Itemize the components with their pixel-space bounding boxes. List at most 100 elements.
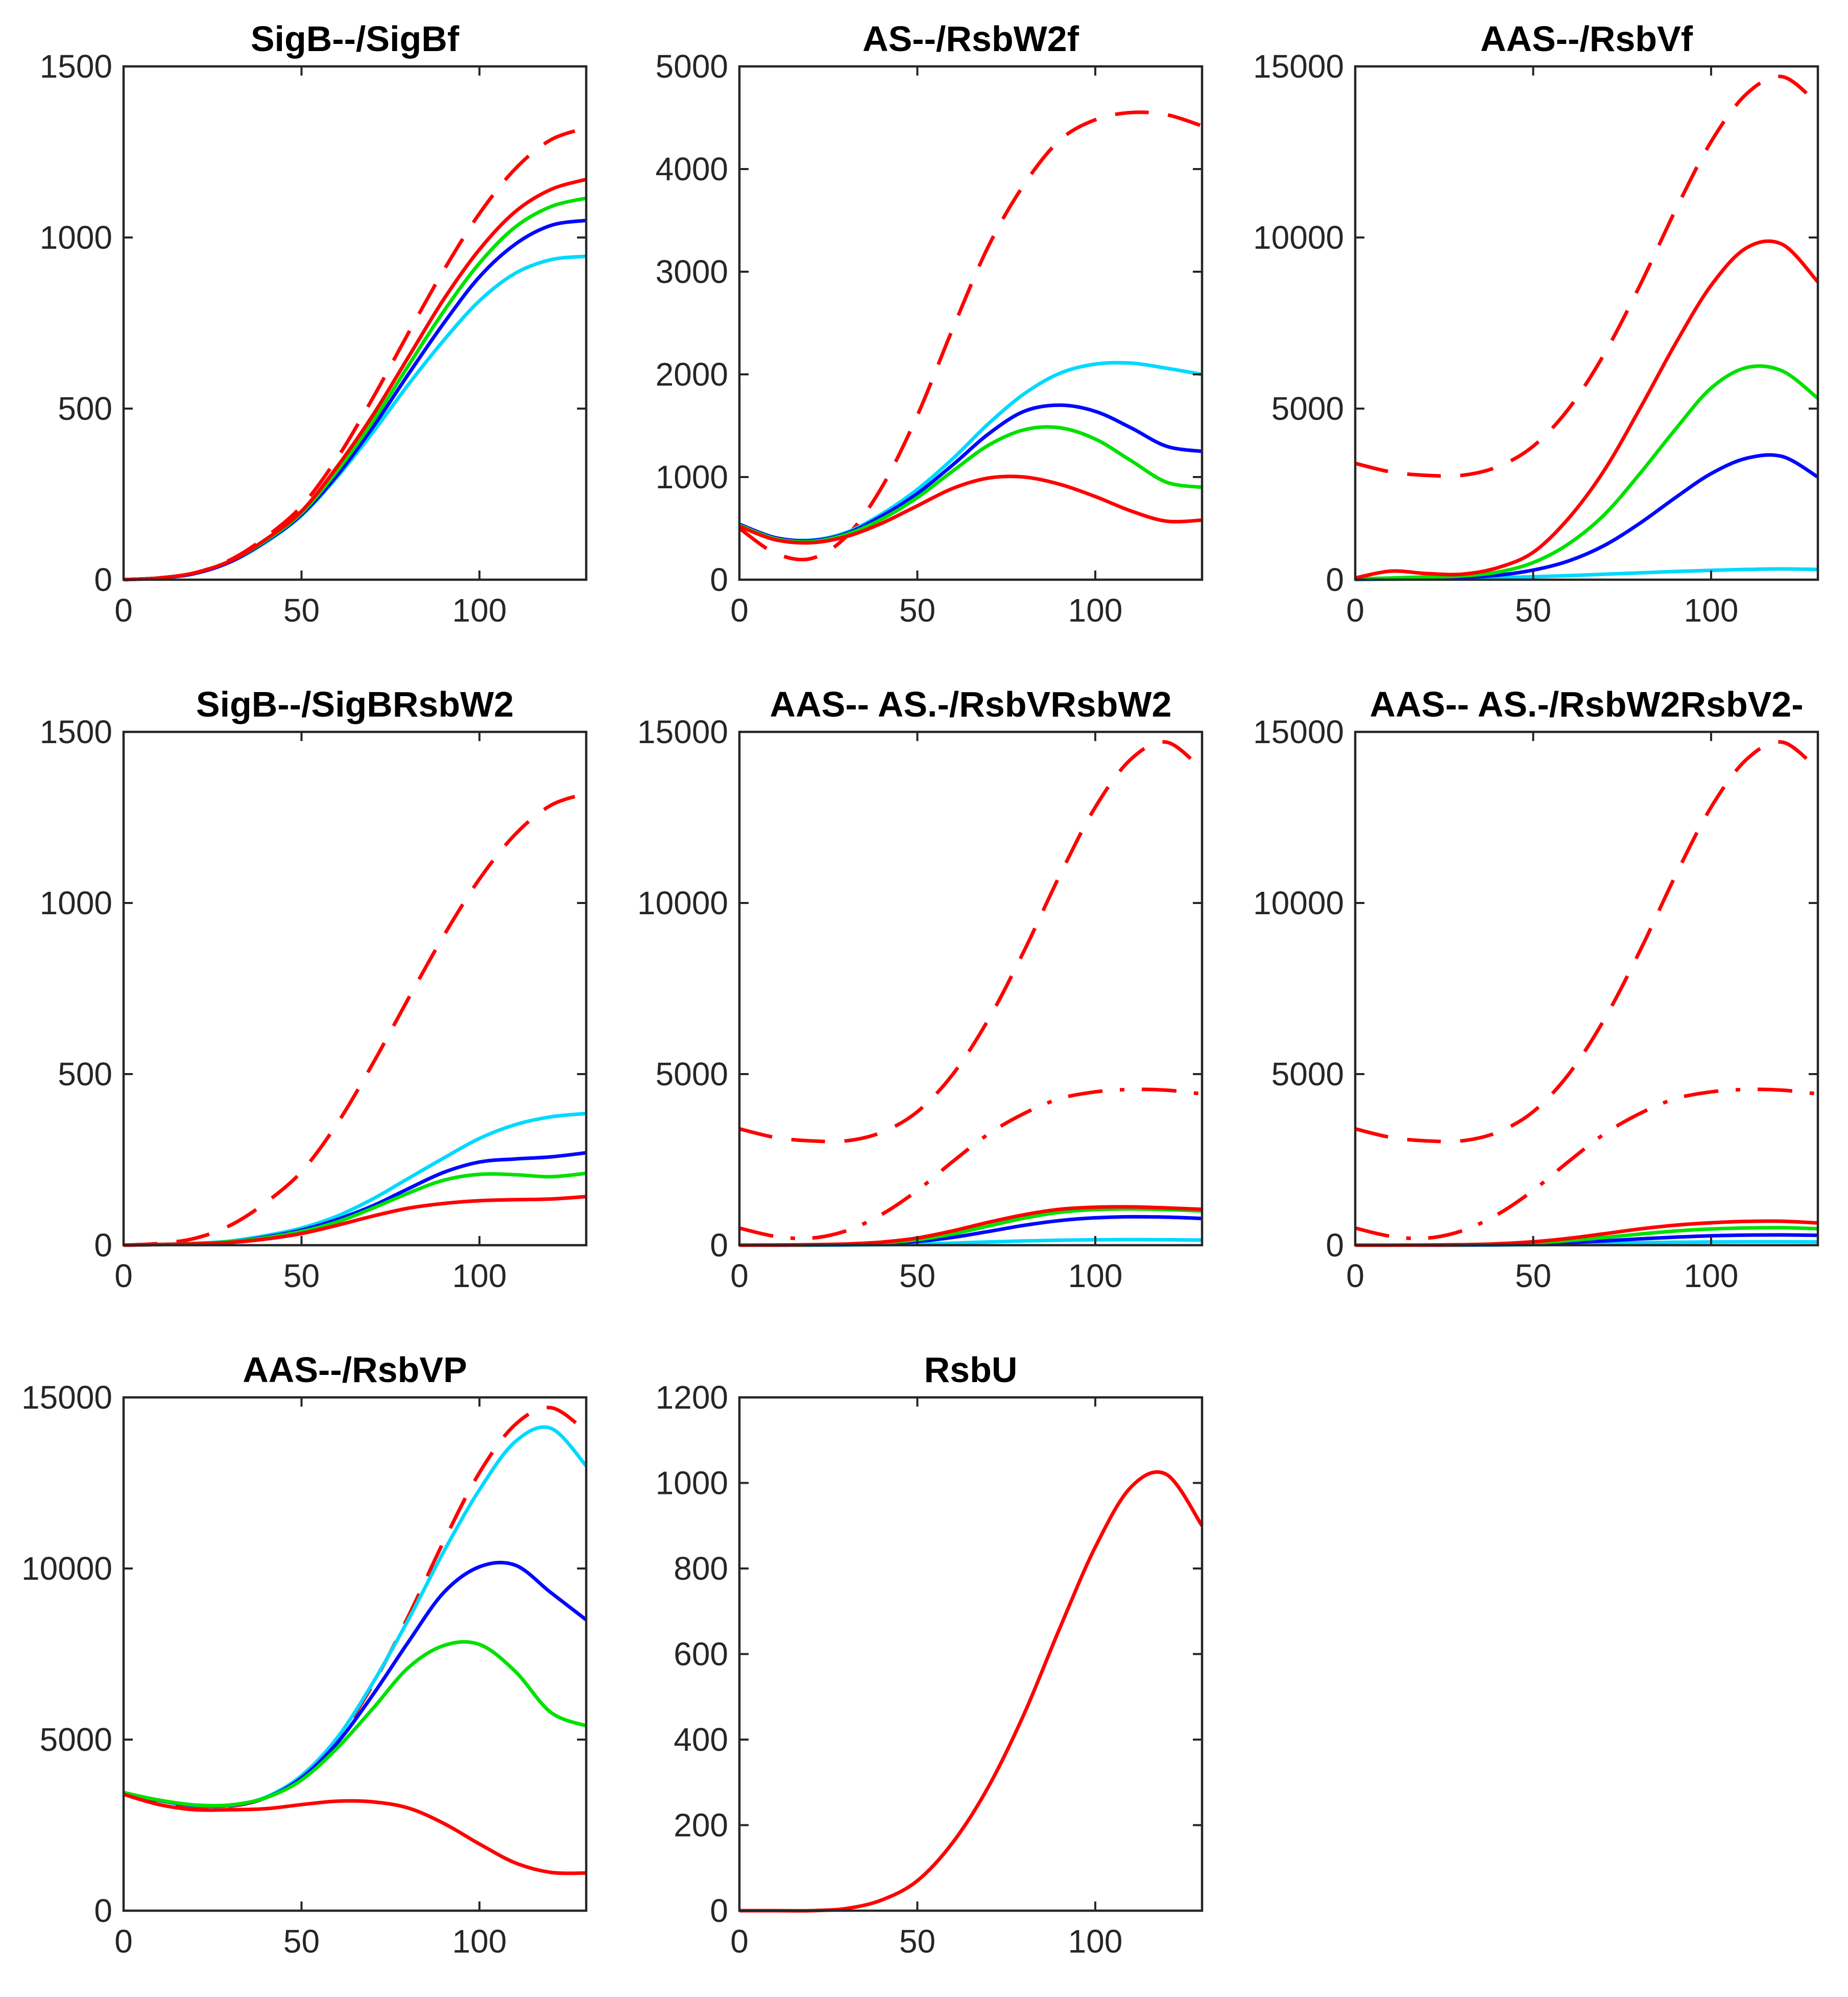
series-line-blue-solid <box>123 1560 588 1808</box>
chart-title: AAS--/RsbVf <box>1480 19 1693 59</box>
subplot-aas-as-rsbw2rsbv2: 0 50 100 0 5000 10000 15000 AAS-- AS.-/RsbW2Rsb… <box>1232 665 1847 1331</box>
x-tick-label: 0 <box>1346 1257 1364 1294</box>
chart-title: AS--/RsbW2f <box>862 19 1079 59</box>
subplot-aas-rsbvf: 0 50 100 0 5000 10000 15000 AAS--/RsbVf <box>1232 0 1847 665</box>
y-tick-label: 400 <box>674 1721 728 1758</box>
y-tick-label: 5000 <box>1271 1056 1344 1092</box>
x-tick-label: 100 <box>1068 1257 1123 1294</box>
y-tick-label: 10000 <box>1253 219 1344 256</box>
x-tick-label: 50 <box>1515 592 1551 629</box>
x-tick-label: 100 <box>452 1923 507 1960</box>
y-tick-label: 1000 <box>40 885 112 921</box>
series-line-blue-solid <box>738 403 1203 543</box>
series-line-cyan-solid <box>123 1111 587 1247</box>
series-line-red-dashed <box>123 792 587 1247</box>
series-line-green-solid <box>738 425 1203 544</box>
y-tick-label: 5000 <box>1271 390 1344 427</box>
x-tick-label: 50 <box>283 1923 320 1960</box>
y-tick-label: 200 <box>674 1807 728 1844</box>
y-tick-label: 800 <box>674 1550 728 1587</box>
y-tick-label: 0 <box>710 1892 728 1929</box>
y-tick-label: 1000 <box>656 459 728 495</box>
chart-title: SigB--/SigBf <box>251 19 460 59</box>
chart-svg: 0 50 100 0 5000 10000 15000 AAS--/RsbVP <box>21 1350 588 1960</box>
series-line-red-dashdot <box>1355 1087 1818 1241</box>
chart-svg: 0 50 100 0 5000 10000 15000 AAS-- AS.-/RsbW2Rsb… <box>1253 684 1819 1294</box>
series-line-cyan-solid <box>123 1425 588 1809</box>
series-line-red-solid <box>738 474 1203 545</box>
x-tick-label: 0 <box>730 1257 749 1294</box>
y-tick-label: 1000 <box>656 1465 728 1502</box>
series-line-cyan-solid <box>123 254 587 582</box>
chart-title: AAS-- AS.-/RsbW2RsbV2- <box>1370 684 1803 724</box>
x-tick-label: 50 <box>899 592 935 629</box>
x-tick-label: 50 <box>283 1257 320 1294</box>
series-line-red-dashed <box>123 1406 588 1809</box>
series-line-red-solid <box>1355 239 1819 580</box>
series-line-green-solid <box>1355 364 1819 581</box>
y-tick-label: 1500 <box>40 714 112 750</box>
x-tick-label: 100 <box>1068 592 1123 629</box>
x-tick-label: 50 <box>899 1257 935 1294</box>
plot-box <box>738 730 1204 1247</box>
x-tick-label: 0 <box>114 1257 133 1294</box>
y-tick-label: 4000 <box>656 151 728 187</box>
plot-box <box>122 65 588 581</box>
series-line-red-solid <box>123 1195 587 1247</box>
y-tick-label: 10000 <box>637 885 728 921</box>
y-tick-label: 5000 <box>40 1721 112 1758</box>
series-line-green-solid <box>123 1640 587 1808</box>
y-tick-label: 10000 <box>21 1550 112 1587</box>
chart-title: RsbU <box>924 1350 1018 1390</box>
subplot-sigb-sigbf: 0 50 100 0 500 1000 1500 SigB--/SigBf <box>0 0 616 665</box>
plot-box <box>122 1396 588 1912</box>
y-tick-label: 1000 <box>40 219 112 256</box>
y-tick-label: 15000 <box>637 714 728 750</box>
chart-title: AAS-- AS.-/RsbVRsbW2 <box>770 684 1172 724</box>
y-tick-label: 5000 <box>656 48 728 85</box>
y-tick-label: 0 <box>94 1892 112 1929</box>
empty-cell <box>1232 1331 1847 1996</box>
y-tick-label: 0 <box>710 561 728 598</box>
subplot-as-rsbw2f: 0 50 100 0 1000 2000 3000 4000 5000 AS--/RsbW2f <box>616 0 1232 665</box>
y-tick-label: 0 <box>94 561 112 598</box>
series-line-red-solid <box>123 177 587 582</box>
x-tick-label: 0 <box>114 1923 133 1960</box>
y-tick-label: 1500 <box>40 48 112 85</box>
series-line-red-dashed <box>1355 75 1819 478</box>
chart-title: SigB--/SigBRsbW2 <box>196 684 514 724</box>
series-line-red-dashed <box>739 740 1204 1144</box>
series-line-red-dashed <box>1355 740 1819 1144</box>
x-tick-label: 100 <box>452 592 507 629</box>
x-tick-label: 0 <box>1346 592 1364 629</box>
plot-box <box>738 1396 1204 1912</box>
y-tick-label: 0 <box>710 1227 728 1264</box>
plot-box <box>122 730 588 1247</box>
series-line-red-dashed <box>738 110 1203 562</box>
series-line-red-dashed <box>123 126 587 582</box>
subplot-aas-rsbvp: 0 50 100 0 5000 10000 15000 AAS--/RsbVP <box>0 1331 616 1996</box>
plot-box <box>1354 730 1819 1247</box>
chart-svg: 0 50 100 0 5000 10000 15000 AAS--/RsbVf <box>1253 19 1819 629</box>
y-tick-label: 500 <box>58 390 112 427</box>
series-line-red-solid <box>739 1470 1204 1913</box>
series-line-green-solid <box>123 196 587 582</box>
plot-box <box>738 65 1204 581</box>
series-line-cyan-solid <box>738 361 1203 542</box>
y-tick-label: 0 <box>94 1227 112 1264</box>
y-tick-label: 600 <box>674 1636 728 1673</box>
x-tick-label: 100 <box>1684 592 1739 629</box>
subplot-sigb-sigbrsbw2: 0 50 100 0 500 1000 1500 SigB--/SigBRsbW2 <box>0 665 616 1331</box>
subplot-aas-as-rsbvrsbw2: 0 50 100 0 5000 10000 15000 AAS-- AS.-/RsbVRsbW… <box>616 665 1232 1331</box>
y-tick-label: 1200 <box>656 1379 728 1416</box>
x-tick-label: 100 <box>1684 1257 1739 1294</box>
y-tick-label: 0 <box>1326 561 1344 598</box>
x-tick-label: 100 <box>1068 1923 1123 1960</box>
subplot-rsbu: 0 50 100 0 200 400 600 800 1000 1200 RsbU <box>616 1331 1232 1996</box>
chart-title: AAS--/RsbVP <box>243 1350 467 1390</box>
x-tick-label: 50 <box>283 592 320 629</box>
